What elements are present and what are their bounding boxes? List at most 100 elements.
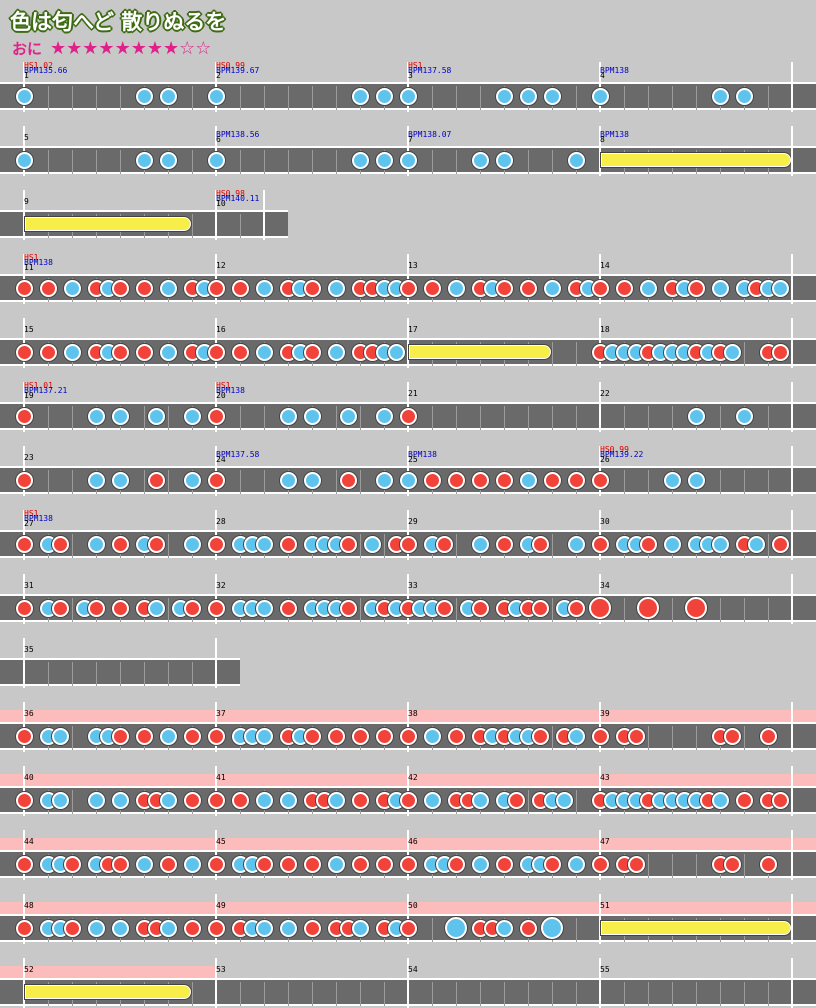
measure-barline: [407, 894, 409, 944]
ka-note: [111, 919, 129, 937]
ka-note: [771, 279, 789, 297]
ka-note: [63, 279, 81, 297]
don-note: [15, 919, 33, 937]
measure-number: 4: [600, 71, 605, 80]
measure-number: 45: [216, 837, 226, 846]
measure-barline: [23, 958, 25, 1008]
beat-gridline: [576, 790, 577, 814]
ka-note: [183, 471, 201, 489]
ka-note: [399, 87, 417, 105]
measure-number: 17: [408, 325, 418, 334]
beat-gridline: [576, 86, 577, 110]
don-note: [303, 919, 321, 937]
beat-gridline: [192, 86, 193, 110]
measure-number: 32: [216, 581, 226, 590]
measure-barline: [407, 254, 409, 304]
beat-gridline: [624, 982, 625, 1006]
don-note: [39, 343, 57, 361]
don-note: [279, 855, 297, 873]
ka-note: [87, 791, 105, 809]
measure-barline: [791, 382, 793, 432]
don-note: [723, 727, 741, 745]
beat-gridline: [768, 598, 769, 622]
beat-gridline: [720, 470, 721, 494]
don-note: [207, 471, 225, 489]
measure-number: 44: [24, 837, 34, 846]
ka-note: [87, 919, 105, 937]
ka-note: [183, 855, 201, 873]
ka-note: [87, 407, 105, 425]
measure-barline: [215, 126, 217, 176]
don-note: [723, 855, 741, 873]
measure-number: 23: [24, 453, 34, 462]
beat-gridline: [648, 406, 649, 430]
measure-number: 25: [408, 455, 418, 464]
drumroll-note: [408, 344, 552, 360]
drumroll-note: [24, 984, 192, 1000]
measure-number: 35: [24, 645, 34, 654]
ka-note: [471, 535, 489, 553]
measure-number: 39: [600, 709, 610, 718]
ka-note: [471, 791, 489, 809]
measure-barline: [407, 510, 409, 560]
beat-gridline: [360, 598, 361, 622]
ka-note: [51, 727, 69, 745]
beat-gridline: [192, 662, 193, 686]
ka-note: [279, 919, 297, 937]
don-note: [399, 407, 417, 425]
ka-note: [255, 535, 273, 553]
measure-number: 13: [408, 261, 418, 270]
measure-number: 42: [408, 773, 418, 782]
don-note: [339, 535, 357, 553]
don-note: [339, 599, 357, 617]
don-note: [183, 919, 201, 937]
beat-gridline: [432, 150, 433, 174]
don-note: [207, 343, 225, 361]
beat-gridline: [456, 406, 457, 430]
beat-gridline: [528, 150, 529, 174]
ka-note: [447, 279, 465, 297]
beat-gridline: [120, 150, 121, 174]
don-note: [627, 855, 645, 873]
don-note: [111, 279, 129, 297]
measure-barline: [23, 254, 25, 304]
don-note: [183, 791, 201, 809]
ka-note: [399, 151, 417, 169]
measure-barline: [23, 382, 25, 432]
ka-note: [327, 279, 345, 297]
beat-gridline: [720, 982, 721, 1006]
beat-gridline: [648, 982, 649, 1006]
beat-gridline: [648, 854, 649, 878]
bpm-label: BPM137.21: [24, 386, 68, 395]
measure-barline: [791, 510, 793, 560]
beat-gridline: [360, 534, 361, 558]
beat-gridline: [768, 982, 769, 1006]
beat-gridline: [336, 982, 337, 1006]
ka-note: [495, 151, 513, 169]
ka-note: [159, 791, 177, 809]
beat-gridline: [624, 470, 625, 494]
measure-barline: [599, 254, 601, 304]
measure-number: 9: [24, 197, 29, 206]
beat-gridline: [696, 982, 697, 1006]
ka-note: [159, 279, 177, 297]
measure-barline: [791, 446, 793, 496]
don-note: [399, 919, 417, 937]
measure-number: 36: [24, 709, 34, 718]
ka-note: [687, 471, 705, 489]
ka-note: [255, 919, 273, 937]
don-note: [255, 855, 273, 873]
measure-number: 20: [216, 391, 226, 400]
measure-barline: [407, 62, 409, 112]
measure-barline: [215, 830, 217, 880]
measure-number: 21: [408, 389, 418, 398]
don-note: [207, 599, 225, 617]
beat-gridline: [672, 726, 673, 750]
measure-number: 19: [24, 391, 34, 400]
beat-gridline: [288, 86, 289, 110]
don-note: [591, 471, 609, 489]
measure-number: 28: [216, 517, 226, 526]
measure-barline: [599, 318, 601, 368]
ka-note: [711, 87, 729, 105]
don-note: [495, 535, 513, 553]
